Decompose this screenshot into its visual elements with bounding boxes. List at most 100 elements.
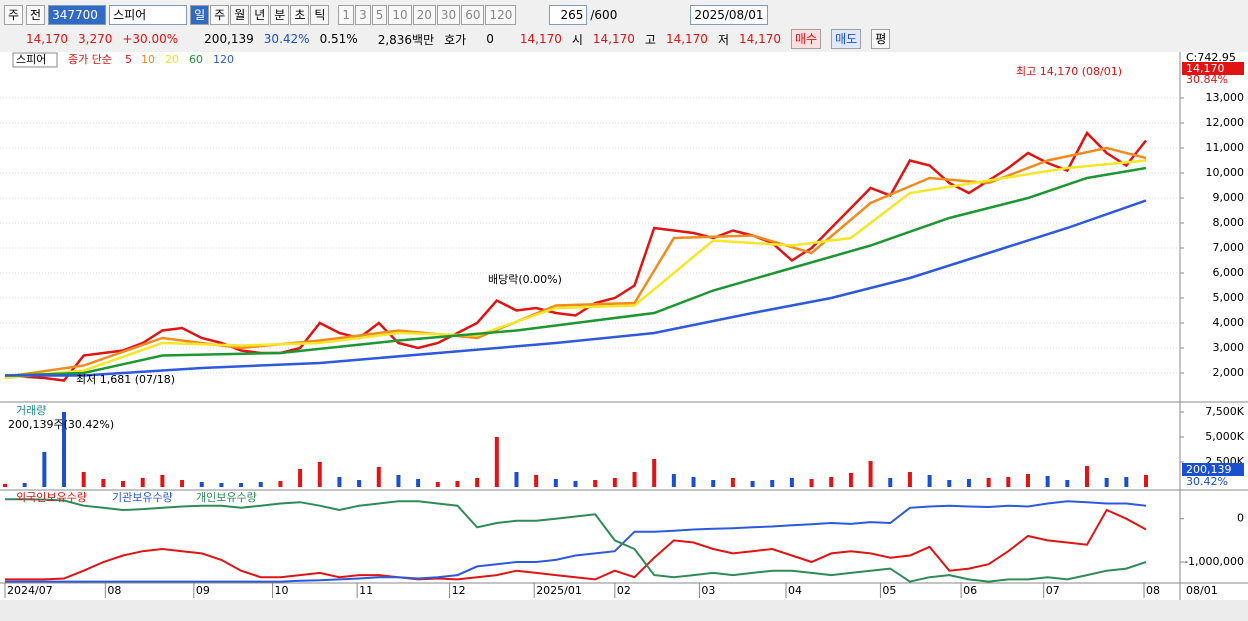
market-select[interactable]: 주	[4, 5, 24, 25]
eval-button[interactable]: 평	[871, 29, 891, 49]
volume-bar	[553, 479, 558, 487]
x-tick-label: 08	[1146, 584, 1160, 597]
volume-bar	[3, 484, 7, 487]
volume-bar	[298, 469, 303, 487]
volume: 200,139	[204, 32, 254, 46]
volume-bar	[514, 472, 519, 487]
x-tick-label: 02	[617, 584, 631, 597]
last-change: 30.42%	[1186, 475, 1228, 488]
series-line	[5, 199, 1147, 377]
volume-bar	[1006, 477, 1011, 487]
period-button[interactable]: 년	[250, 5, 270, 25]
ask: 14,170	[519, 32, 562, 46]
volume-bar	[868, 461, 873, 487]
last-change: 30.84%	[1186, 73, 1228, 86]
series-line	[5, 508, 1147, 581]
count-max: /600	[590, 8, 618, 22]
volume-bar	[730, 478, 735, 487]
volume-bar	[101, 479, 106, 487]
x-tick-label: 12	[452, 584, 466, 597]
y-tick-label: 7,500K	[1205, 405, 1244, 418]
last-label: 14,170	[1186, 62, 1225, 75]
count-input[interactable]: 265	[549, 5, 588, 25]
interval-button[interactable]: 10	[388, 5, 412, 25]
x-tick-label: 06	[963, 584, 977, 597]
volume-bar	[829, 477, 834, 487]
volume-bar	[219, 483, 224, 487]
x-tick-label: 08	[107, 584, 121, 597]
period-button[interactable]: 초	[290, 5, 310, 25]
sell-button[interactable]: 매도	[831, 29, 862, 49]
period-button[interactable]: 월	[230, 5, 250, 25]
value-note: 200,139주(30.42%)	[8, 418, 114, 431]
last-tag	[1182, 62, 1244, 75]
interval-button[interactable]: 3	[355, 5, 371, 25]
legend-item: 외국인보유수량	[16, 491, 87, 504]
interval-button[interactable]: 5	[371, 5, 388, 25]
last-tag	[1182, 463, 1244, 476]
volume-bar	[632, 472, 637, 487]
y-tick-label: 6,000	[1213, 266, 1245, 279]
volume-bar	[455, 481, 460, 487]
open-label: 시	[571, 32, 583, 47]
y-tick-label: 8,000	[1213, 216, 1245, 229]
date-input[interactable]: 2025/08/01	[690, 5, 768, 25]
volume-bar	[750, 481, 755, 487]
volume-bar	[789, 478, 794, 487]
volume-bar	[337, 477, 342, 487]
volume-bar	[160, 475, 165, 487]
volume-bar	[612, 478, 617, 487]
name-field[interactable]: 스피어	[109, 5, 188, 25]
legend-item: 10	[141, 53, 155, 66]
title-box	[12, 52, 58, 68]
quote-label: 호가	[444, 32, 467, 47]
volume-bar	[1084, 466, 1089, 487]
volume-bar	[199, 482, 204, 487]
period-button[interactable]: 일	[190, 5, 210, 25]
y-tick-label: 5,000K	[1205, 430, 1244, 443]
interval-button[interactable]: 60	[461, 5, 485, 25]
interval-button[interactable]: 30	[436, 5, 461, 25]
volume-bar	[711, 480, 716, 487]
series-line	[5, 500, 1147, 583]
y-tick-label: 3,000	[1213, 341, 1245, 354]
volume-bar	[1025, 474, 1030, 487]
prev-button[interactable]: 전	[26, 5, 46, 25]
interval-button[interactable]: 20	[412, 5, 436, 25]
interval-button[interactable]: 1	[338, 5, 355, 25]
x-tick-label: 05	[882, 584, 896, 597]
volume-bar	[907, 472, 912, 487]
volume-bar	[671, 474, 676, 487]
period-button[interactable]: 주	[210, 5, 230, 25]
volume-bar	[140, 478, 145, 487]
volume-bar	[947, 480, 952, 487]
volume-bar	[81, 472, 86, 487]
period-button[interactable]: 틱	[310, 5, 330, 25]
y-tick-label: -1,000,000	[1184, 555, 1244, 568]
volume-bar	[1144, 475, 1148, 487]
volume-bar	[239, 483, 244, 487]
volume-rate: 30.42%	[263, 32, 310, 46]
volume-bar	[1045, 476, 1050, 487]
volume-bar	[1104, 478, 1109, 487]
interval-button[interactable]: 120	[485, 5, 517, 25]
open: 14,170	[592, 32, 635, 46]
period-button[interactable]: 분	[270, 5, 290, 25]
volume-bar	[494, 437, 499, 487]
y-tick-label: 9,000	[1213, 191, 1245, 204]
low: 14,170	[739, 32, 781, 46]
scale-note: C:742.95	[1186, 52, 1236, 64]
scrollbar[interactable]	[0, 600, 1248, 621]
code-input[interactable]: 347700	[48, 5, 107, 25]
chart-area: 2,000 3,000 4,000 5,000 6,000 7,000 8,000 9,000…	[0, 52, 1248, 621]
x-tick-label: 10	[275, 584, 289, 597]
quote: 0	[486, 32, 494, 46]
volume-bar	[475, 478, 480, 487]
series-line	[4, 166, 1147, 377]
interval-buttons: 1 3 5 10 20 30 60 120	[338, 5, 517, 25]
volume-bar	[278, 481, 283, 487]
buy-button[interactable]: 매수	[791, 29, 822, 49]
volume-bar	[652, 459, 657, 487]
high-label: 고	[644, 32, 656, 47]
